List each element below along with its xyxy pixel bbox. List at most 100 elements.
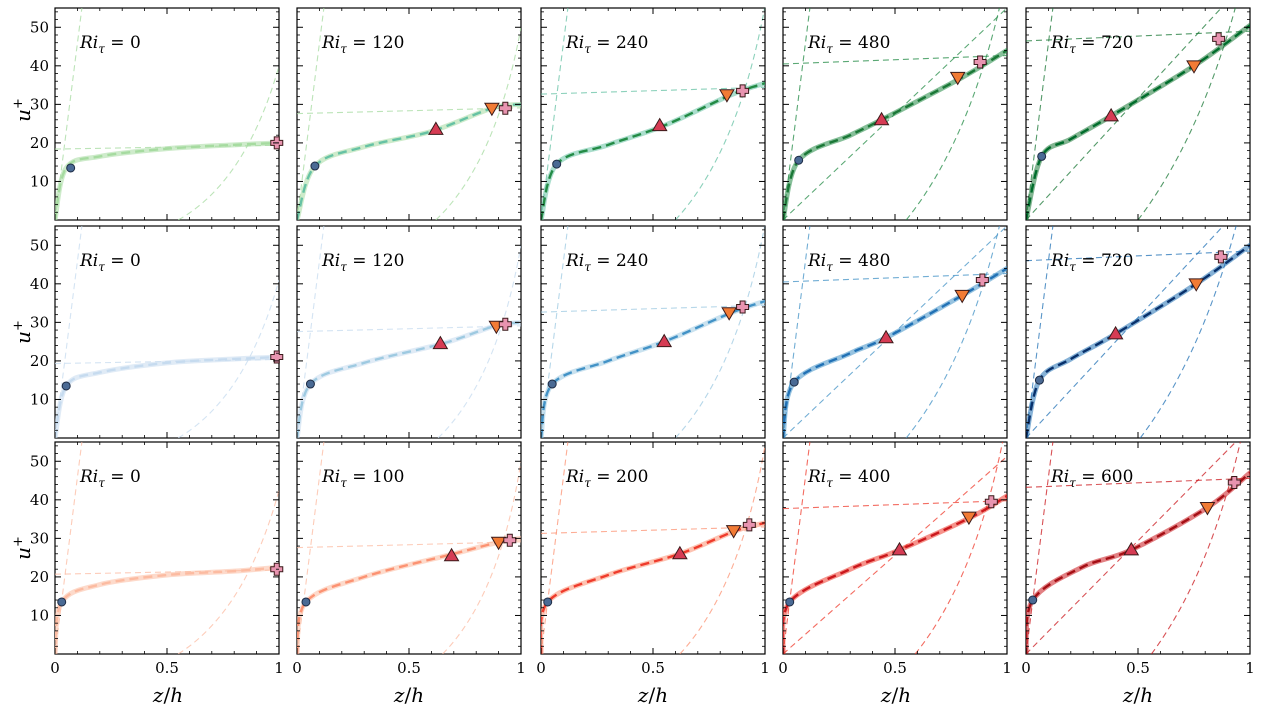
- x-tick-label: 0.5: [155, 659, 179, 677]
- marker-triangle-down: [1188, 278, 1205, 292]
- marker-circle: [794, 155, 804, 165]
- ylabel-sup: +: [11, 320, 26, 331]
- marker-circle: [1037, 151, 1047, 161]
- marker-plus: [973, 55, 987, 69]
- ylabel-row-1: u+: [11, 320, 35, 344]
- marker-triangle-down: [961, 511, 977, 526]
- marker-triangle-down: [1199, 502, 1216, 516]
- ticks: [1025, 8, 1251, 220]
- profile-line-dashed: [55, 141, 279, 220]
- marker-circle: [547, 379, 557, 389]
- y-tick-label: 40: [30, 275, 49, 293]
- panel-frame: [54, 7, 280, 221]
- fit-line-3: [1026, 442, 1237, 654]
- marker-plus: [503, 533, 517, 547]
- ticks: 0 0.5 1: [778, 442, 1012, 677]
- marker-circle: [305, 379, 315, 389]
- xlabel-col-1: z/h: [393, 683, 424, 707]
- ri-label: Riτ = 480: [807, 251, 890, 274]
- profile-line-dashed: [541, 82, 765, 220]
- fit-line-2: [177, 279, 279, 438]
- marker-triangle-up: [891, 541, 908, 556]
- marker-plus: [1214, 250, 1228, 264]
- marker-triangle-up: [651, 117, 668, 132]
- panel-frame: [54, 225, 280, 439]
- ri-label: Riτ = 600: [1050, 467, 1133, 490]
- x-tick-label: 1: [760, 659, 770, 677]
- marker-triangle-down: [721, 307, 738, 321]
- fit-line-1: [783, 272, 1007, 283]
- marker-triangle-down: [725, 525, 742, 539]
- ri-label: Riτ = 400: [807, 467, 890, 490]
- svg-text:u+: u+: [11, 320, 35, 344]
- fit-line-2: [1150, 442, 1241, 654]
- marker-plus: [1212, 32, 1226, 46]
- ticks: 10 20 30 40 50: [30, 226, 280, 438]
- ticks: [782, 8, 1008, 220]
- marker-triangle-up: [878, 329, 894, 344]
- panel-r0-c1: Riτ = 120: [296, 7, 522, 221]
- fit-line-2: [905, 8, 1000, 220]
- x-tick-label: 0.5: [883, 659, 907, 677]
- y-tick-label: 10: [30, 606, 49, 624]
- y-tick-label: 50: [30, 18, 49, 36]
- ticks: [296, 226, 522, 438]
- marker-triangle-up: [428, 121, 444, 135]
- marker-triangle-down: [484, 102, 500, 117]
- marker-plus: [736, 84, 750, 98]
- fit-line-1: [1026, 30, 1250, 42]
- panel-r0-c0: Riτ = 0 10 20 30 40 50: [30, 7, 284, 221]
- ticks: 10 20 30 40 50: [30, 8, 280, 220]
- marker-plus: [984, 495, 998, 509]
- ri-label: Riτ = 480: [807, 33, 890, 56]
- fit-line-1: [297, 325, 521, 333]
- fit-line-1: [55, 569, 279, 575]
- y-tick-label: 20: [30, 352, 49, 370]
- marker-circle: [785, 597, 795, 607]
- panel-r1-c2: Riτ = 240: [540, 225, 766, 439]
- fit-line-2: [435, 27, 521, 220]
- marker-triangle-down: [954, 289, 971, 304]
- y-tick-label: 30: [30, 529, 49, 547]
- panel-frame: [54, 441, 280, 655]
- plot-area: [783, 8, 1007, 220]
- ylabel-main: u: [11, 331, 35, 344]
- xlabel-col-0: z/h: [152, 683, 183, 707]
- marker-triangle-up: [873, 111, 890, 126]
- marker-circle: [1028, 595, 1038, 605]
- ticks: [540, 226, 766, 438]
- y-tick-label: 50: [30, 452, 49, 470]
- ticks: 0 0.5 1: [1021, 442, 1255, 677]
- panel-r0-c3: Riτ = 480: [782, 7, 1008, 221]
- x-tick-label: 0.5: [641, 659, 665, 677]
- profile-line-dashed: [55, 355, 279, 438]
- ticks: [540, 8, 766, 220]
- ticks: 10 20 30 40 50 0 0.5 1: [30, 442, 284, 677]
- marker-triangle-down: [719, 89, 735, 103]
- panel-r1-c0: Riτ = 0 10 20 30 40 50: [30, 225, 284, 439]
- ticks: 0 0.5 1: [536, 442, 770, 677]
- ylabel-row-0: u+: [11, 98, 35, 122]
- fit-line-2: [674, 8, 765, 220]
- marker-circle: [310, 161, 320, 171]
- ri-label: Riτ = 0: [79, 467, 141, 490]
- plot-area: [1026, 8, 1250, 220]
- y-tick-label: 40: [30, 491, 49, 509]
- marker-triangle-up: [1123, 541, 1140, 556]
- y-tick-label: 40: [30, 57, 49, 75]
- panel-r0-c4: Riτ = 720: [1025, 7, 1251, 221]
- panel-frame: [1025, 7, 1251, 221]
- marker-plus: [975, 273, 989, 287]
- fit-line-2: [914, 442, 1004, 654]
- y-tick-label: 10: [30, 172, 49, 190]
- x-tick-label: 0: [1021, 659, 1031, 677]
- marker-plus: [498, 101, 512, 115]
- fit-line-2: [1137, 8, 1236, 220]
- ri-label: Riτ = 120: [321, 33, 404, 56]
- panel-r0-c2: Riτ = 240: [540, 7, 766, 221]
- marker-triangle-up: [1107, 325, 1124, 340]
